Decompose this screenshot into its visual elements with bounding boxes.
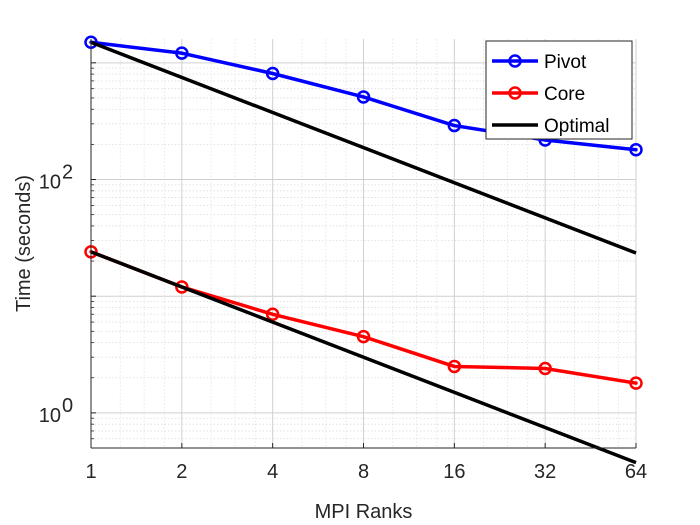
- y-tick-label: 10 0: [39, 395, 73, 427]
- legend-marker-core: [508, 86, 522, 100]
- legend-marker-pivot: [508, 54, 522, 68]
- data-point-core: [629, 376, 643, 390]
- data-point-pivot: [356, 90, 371, 104]
- y-axis-title: Time (seconds): [13, 175, 35, 312]
- x-tick-label: 2: [176, 461, 187, 483]
- data-point-core: [175, 280, 189, 294]
- x-tick-label: 32: [534, 461, 556, 483]
- y-tick-label: 10 2: [39, 162, 73, 194]
- data-point-pivot: [629, 142, 643, 157]
- legend-label-optimal: Optimal: [544, 116, 609, 137]
- legend: Pivot Core Optimal: [485, 40, 633, 140]
- y-tick-label-base: 10: [39, 405, 61, 427]
- x-tick-label: 16: [443, 461, 465, 483]
- y-tick-label-base: 10: [39, 172, 61, 194]
- x-tick-label: 8: [358, 461, 369, 483]
- y-tick-label-exponent: 0: [62, 395, 73, 417]
- data-point-pivot: [175, 46, 189, 60]
- series-line-optimal: [90, 250, 637, 465]
- series-layer: [84, 35, 643, 465]
- y-tick-label-exponent: 2: [62, 162, 73, 184]
- data-point-core: [538, 361, 552, 376]
- x-tick-label: 1: [85, 461, 96, 483]
- series-line-pivot: [89, 40, 638, 152]
- x-axis-title: MPI Ranks: [315, 501, 413, 523]
- legend-label-core: Core: [544, 84, 585, 105]
- data-point-core: [265, 307, 280, 322]
- data-point-pivot: [265, 66, 280, 81]
- data-point-core: [356, 329, 371, 344]
- x-tick-label: 64: [625, 461, 647, 483]
- series-line-optimal: [90, 40, 637, 255]
- data-point-pivot: [447, 118, 462, 133]
- legend-label-pivot: Pivot: [544, 52, 587, 73]
- x-tick-label: 4: [267, 461, 278, 483]
- data-point-core: [447, 359, 462, 374]
